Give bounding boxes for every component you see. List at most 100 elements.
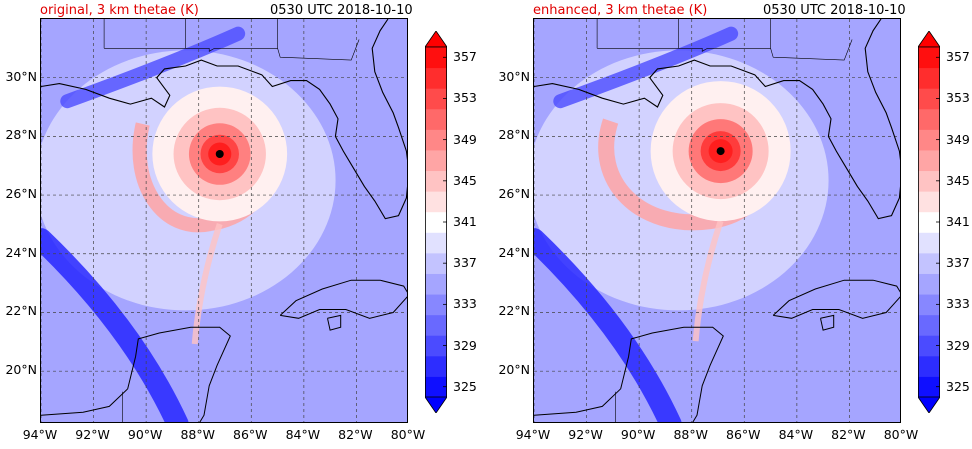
colorbar-bin [425,355,447,377]
lon-tick-label: 94°W [22,427,58,442]
border-line-2 [277,39,360,61]
lon-tick-label: 90°W [620,427,656,442]
lon-tick-label: 88°W [180,427,215,442]
colorbar-bin [918,355,940,377]
lat-tick-label: 26°N [498,186,530,202]
colorbar-bin [918,252,940,274]
colorbar-tick-label: 325 [453,378,477,394]
colorbar-extend-top [425,31,447,48]
lon-tick-label: 82°W [831,427,866,442]
outer-band [692,220,724,342]
colorbar-bin [425,149,447,172]
map-canvas-enhanced [534,19,900,422]
colorbar-bin [918,47,940,69]
panel-title-original: original, 3 km thetae (K) [40,3,199,18]
lon-tick-label: 88°W [673,427,708,442]
colorbar-tick-label: 349 [946,131,970,147]
dry-air-band [41,228,189,422]
colorbar-bin [918,67,940,89]
colorbar-bin [425,314,447,336]
coastline-isla-juventud [820,314,835,331]
colorbar-tick-label: 333 [453,296,477,312]
colorbar-extend-top [918,31,940,48]
colorbar-bin [425,88,447,110]
colorbar-tick-label: 357 [453,49,477,65]
storm-eye [215,150,224,158]
border-line-0 [597,19,679,49]
map-original [40,18,408,423]
colorbar-tick-label: 337 [453,255,477,271]
colorbar-bin [425,170,447,192]
coastline-gulf [534,19,900,220]
lat-tick-label: 26°N [5,186,37,202]
lon-tick-label: 84°W [778,427,814,442]
colorbar-bin [425,335,447,357]
colorbar-bin [918,273,940,295]
colorbar-bin [918,88,940,110]
lon-tick-label: 90°W [127,427,163,442]
storm-eye [716,147,725,156]
colorbar-bin [425,294,447,316]
lon-tick-label: 94°W [515,427,551,442]
colorbar-bin [425,211,447,233]
lon-tick-label: 84°W [285,427,321,442]
colorbar-bin [425,108,447,130]
panel-enhanced: enhanced, 3 km thetae (K) 0530 UTC 2018-… [493,0,972,449]
lat-tick-label: 28°N [5,127,37,143]
coastline-cuba [772,279,900,319]
colorbar-tick-label: 341 [946,214,970,229]
colorbar-bin [425,376,447,398]
lat-tick-label: 28°N [498,127,530,143]
lon-tick-label: 82°W [338,427,373,442]
colorbar-bin [918,376,940,398]
lat-tick-label: 24°N [498,244,530,260]
colorbar-bin [918,211,940,233]
colorbar-tick-label: 357 [946,49,970,65]
colorbar-tick-label: 353 [453,90,477,106]
panel-timestamp-enhanced: 0530 UTC 2018-10-10 [763,3,906,18]
lon-tick-label: 92°W [568,427,603,442]
lon-tick-label: 86°W [233,427,268,442]
colorbar-bin [425,252,447,274]
lat-tick-label: 20°N [498,362,530,378]
colorbar-bin [425,129,447,151]
lat-tick-label: 20°N [5,362,37,378]
coastline-yucatan [41,326,231,422]
coastline-yucatan [534,326,724,422]
lon-tick-label: 86°W [726,427,761,442]
coastline-cuba [279,279,407,319]
lon-tick-label: 92°W [75,427,110,442]
colorbar-bin [425,67,447,89]
colorbar-bin [425,47,447,69]
panel-timestamp-original: 0530 UTC 2018-10-10 [270,3,413,18]
colorbar-bin [918,129,940,151]
colorbar-tick-label: 325 [946,378,970,394]
colorbar-bin [918,335,940,357]
colorbar-bin [425,191,447,213]
coastline-gulf [41,19,407,220]
colorbar-tick-label: 341 [453,214,477,229]
colorbar-bin [918,294,940,316]
colorbar-bin [918,108,940,130]
colorbar-tick-label: 345 [453,172,477,188]
colorbar-tick-label: 337 [946,255,970,271]
lat-tick-label: 22°N [5,303,37,319]
colorbar-bin [425,232,447,254]
dry-air-band [534,228,682,422]
colorbar-tick-label: 329 [453,337,477,353]
border-line-1 [678,19,771,52]
map-canvas-original [41,19,407,422]
colorbar-bin [918,149,940,172]
colorbar-extend-bottom [918,396,940,413]
colorbar-tick-label: 333 [946,296,970,312]
lat-tick-label: 30°N [5,68,37,84]
border-line-1 [185,19,278,52]
lat-tick-label: 22°N [498,303,530,319]
colorbar-tick-label: 353 [946,90,970,106]
colorbar-extend-bottom [425,396,447,413]
colorbar-bin [425,273,447,295]
colorbar-enhanced [918,31,940,413]
panel-original: original, 3 km thetae (K) 0530 UTC 2018-… [5,3,477,442]
colorbar-tick-label: 349 [453,131,477,147]
panel-title-enhanced: enhanced, 3 km thetae (K) [533,3,708,18]
